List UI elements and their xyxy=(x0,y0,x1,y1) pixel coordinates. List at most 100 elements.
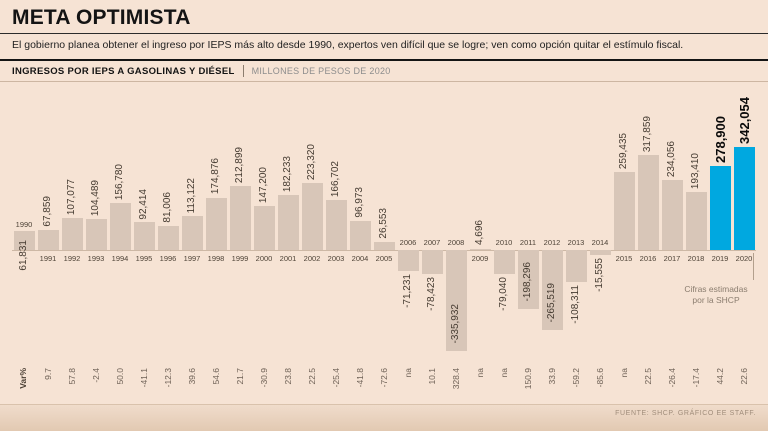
year-label-2012: 2012 xyxy=(543,238,561,247)
title-divider xyxy=(0,33,768,34)
footer-band: FUENTE: SHCP. GRÁFICO EE STAFF. xyxy=(0,404,768,431)
year-label-2007: 2007 xyxy=(423,238,441,247)
value-label-2018: 193,410 xyxy=(690,152,701,189)
bar-1991 xyxy=(37,229,59,250)
bar-1995 xyxy=(133,222,155,250)
value-label-2019: 278,900 xyxy=(712,116,728,164)
bar-2015 xyxy=(613,172,635,250)
year-label-2020: 2020 xyxy=(735,254,753,263)
bar-2005 xyxy=(373,242,395,250)
var-pct-1995: -41.1 xyxy=(138,368,149,388)
value-label-2001: 182,233 xyxy=(282,156,293,193)
var-pct-2019: 44.2 xyxy=(714,368,725,385)
value-label-2005: 26,553 xyxy=(378,208,389,240)
value-label-2008: -335,932 xyxy=(450,303,461,344)
bar-2019 xyxy=(709,166,731,250)
var-pct-2004: -41.8 xyxy=(354,368,365,388)
year-label-2015: 2015 xyxy=(615,254,633,263)
bar-1992 xyxy=(61,217,83,250)
bar-1998 xyxy=(205,197,227,250)
bar-1996 xyxy=(157,225,179,250)
year-label-2019: 2019 xyxy=(711,254,729,263)
bar-2004 xyxy=(349,220,371,250)
bar-2011 xyxy=(517,250,539,310)
year-label-2001: 2001 xyxy=(279,254,297,263)
value-label-2015: 259,435 xyxy=(618,133,629,170)
year-label-1996: 1996 xyxy=(159,254,177,263)
year-label-2011: 2011 xyxy=(519,238,537,247)
value-label-1991: 67,859 xyxy=(42,196,53,227)
value-label-1997: 113,122 xyxy=(186,177,197,214)
year-label-2014: 2014 xyxy=(591,238,609,247)
var-pct-1991: 9.7 xyxy=(42,368,53,380)
var-pct-2001: 23.8 xyxy=(282,368,293,385)
zero-axis-line xyxy=(12,250,756,251)
var-pct-1993: -2.4 xyxy=(90,368,101,383)
year-label-2006: 2006 xyxy=(399,238,417,247)
value-label-2020: 342,054 xyxy=(736,97,752,145)
var-pct-2012: 33.9 xyxy=(546,368,557,385)
bar-1990 xyxy=(13,231,35,250)
header-separator xyxy=(242,65,244,77)
year-label-2000: 2000 xyxy=(255,254,273,263)
value-label-2012: -265,519 xyxy=(546,282,557,323)
bar-2010 xyxy=(493,250,515,274)
year-label-2018: 2018 xyxy=(687,254,705,263)
source-credit: FUENTE: SHCP. GRÁFICO EE STAFF. xyxy=(615,410,756,417)
value-label-1994: 156,780 xyxy=(114,163,125,200)
var-pct-2008: 328.4 xyxy=(450,368,461,390)
year-label-1999: 1999 xyxy=(231,254,249,263)
var-pct-2017: -26.4 xyxy=(666,368,677,388)
value-label-2002: 223,320 xyxy=(306,143,317,181)
year-label-1993: 1993 xyxy=(87,254,105,263)
estimated-note-line1: Cifras estimadas xyxy=(684,284,748,294)
year-label-1998: 1998 xyxy=(207,254,225,263)
value-label-2004: 96,973 xyxy=(354,187,365,218)
bar-2000 xyxy=(253,205,275,250)
var-pct-1994: 50.0 xyxy=(114,368,125,385)
var-pct-2013: -59.2 xyxy=(570,368,581,388)
var-pct-1996: -12.3 xyxy=(162,368,173,388)
bar-1999 xyxy=(229,186,251,250)
estimated-note-line2: por la SHCP xyxy=(692,295,740,306)
var-pct-2005: -72.6 xyxy=(378,368,389,388)
value-label-1995: 92,414 xyxy=(138,188,149,220)
year-label-2003: 2003 xyxy=(327,254,345,263)
value-label-2000: 147,200 xyxy=(258,166,269,203)
value-label-2017: 234,056 xyxy=(666,140,677,177)
value-label-2009: 4,696 xyxy=(474,220,485,246)
year-label-2004: 2004 xyxy=(351,254,369,263)
var-pct-2010: na xyxy=(498,368,509,378)
value-label-2006: -71,231 xyxy=(402,274,413,309)
value-label-1990: 61,831 xyxy=(18,240,29,271)
var-pct-1992: 57.8 xyxy=(66,368,77,385)
bar-2009 xyxy=(469,248,491,250)
var-pct-2002: 22.5 xyxy=(306,368,317,385)
estimated-note: Cifras estimadas por la SHCP xyxy=(670,284,762,306)
var-pct-2011: 150.9 xyxy=(522,368,533,390)
var-pct-2003: -25.4 xyxy=(330,368,341,388)
year-label-1995: 1995 xyxy=(135,254,153,263)
var-pct-2007: 10.1 xyxy=(426,368,437,385)
var-pct-1999: 21.7 xyxy=(234,368,245,385)
bar-2002 xyxy=(301,183,323,250)
bar-2018 xyxy=(685,191,707,250)
chart-area: Var% 61,831 1990 67,859 1991 9.7 107,077 1992 5… xyxy=(12,88,756,398)
var-pct-2014: -85.6 xyxy=(594,368,605,388)
bar-2007 xyxy=(421,250,443,274)
year-label-1991: 1991 xyxy=(39,254,57,263)
year-label-2008: 2008 xyxy=(447,238,465,247)
bar-2012 xyxy=(541,250,563,330)
value-label-1999: 212,899 xyxy=(234,146,245,184)
value-label-1998: 174,876 xyxy=(210,158,221,195)
page-title: META OPTIMISTA xyxy=(12,6,191,29)
bar-2001 xyxy=(277,195,299,250)
value-label-2010: -79,040 xyxy=(498,276,509,311)
year-label-1994: 1994 xyxy=(111,254,129,263)
year-label-2010: 2010 xyxy=(495,238,513,247)
value-label-2003: 166,702 xyxy=(330,160,341,197)
subtitle: El gobierno planea obtener el ingreso po… xyxy=(12,39,684,51)
chart-header-band: INGRESOS POR IEPS A GASOLINAS Y DIÉSEL M… xyxy=(0,59,768,82)
year-label-1997: 1997 xyxy=(183,254,201,263)
var-pct-2016: 22.5 xyxy=(642,368,653,385)
